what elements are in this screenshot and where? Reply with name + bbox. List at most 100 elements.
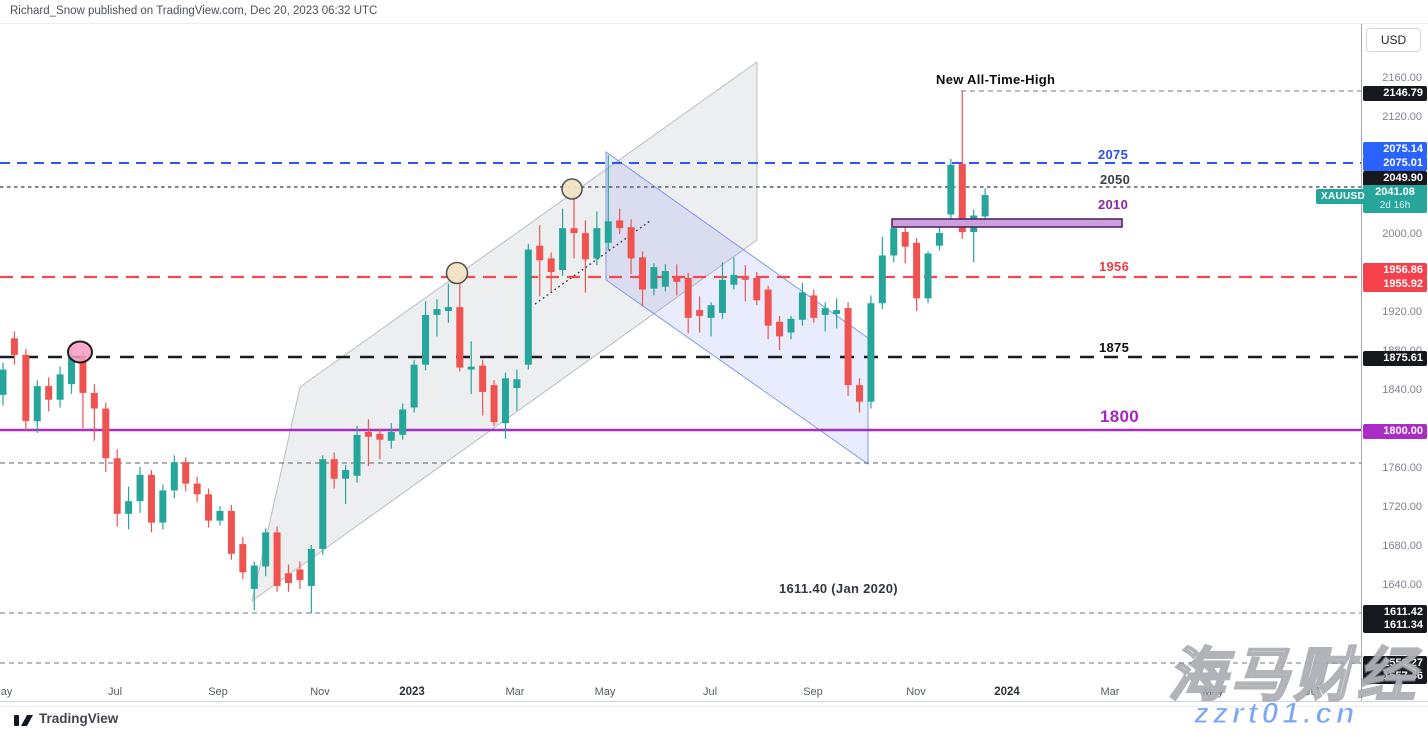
candle-body bbox=[581, 233, 589, 260]
time-label-Nov[interactable]: Nov bbox=[906, 686, 926, 698]
candle-body bbox=[307, 548, 315, 586]
candle-body bbox=[844, 308, 852, 386]
candle-body bbox=[718, 279, 726, 313]
candle-body bbox=[399, 409, 407, 435]
price-axis[interactable]: 2160.002120.002000.001920.001880.001840.… bbox=[1361, 24, 1428, 702]
axis-tick-2000.00: 2000.00 bbox=[1382, 228, 1422, 240]
annotation-new-all-time-high: New All-Time-High bbox=[936, 72, 1056, 87]
candle-body bbox=[501, 378, 509, 424]
candle-body bbox=[890, 228, 898, 256]
tradingview-footer-link[interactable]: TradingView bbox=[14, 711, 118, 726]
candle-body bbox=[273, 532, 281, 586]
candle-body bbox=[262, 532, 270, 567]
candle-body bbox=[147, 474, 155, 523]
candle-body bbox=[490, 385, 498, 423]
time-label-Jul[interactable]: Jul bbox=[107, 686, 123, 698]
candle-body bbox=[216, 510, 224, 521]
currency-button[interactable]: USD bbox=[1366, 28, 1421, 52]
tradingview-footer-label: TradingView bbox=[39, 711, 119, 726]
time-label-Jul[interactable]: Jul bbox=[702, 686, 718, 698]
candle-body bbox=[342, 469, 350, 479]
axis-badge-1611.42: 1611.42 bbox=[1363, 604, 1427, 620]
candle-body bbox=[559, 228, 567, 271]
current-price-value: 2041.08 bbox=[1375, 186, 1415, 198]
candle-body bbox=[0, 369, 7, 395]
time-label-2023[interactable]: 2023 bbox=[399, 686, 425, 698]
support-zone-2010[interactable] bbox=[891, 218, 1123, 228]
candle-body bbox=[593, 228, 601, 259]
axis-badge-1611.34: 1611.34 bbox=[1363, 617, 1427, 633]
axis-tick-2160.00: 2160.00 bbox=[1382, 72, 1422, 84]
candle-body bbox=[56, 374, 64, 400]
annotation-1800: 1800 bbox=[1100, 407, 1140, 426]
candle-body bbox=[250, 565, 258, 589]
time-label-Jul[interactable]: Jul bbox=[1304, 686, 1320, 698]
axis-badge-2146.79: 2146.79 bbox=[1363, 85, 1427, 101]
time-label-Nov[interactable]: Nov bbox=[310, 686, 330, 698]
candle-body bbox=[753, 277, 761, 301]
candle-body bbox=[547, 258, 555, 273]
candle-body bbox=[467, 366, 475, 370]
candle-body bbox=[673, 276, 681, 282]
candle-body bbox=[10, 338, 18, 355]
circle-marker-2[interactable] bbox=[445, 261, 469, 285]
axis-badge-1875.61: 1875.61 bbox=[1363, 350, 1427, 366]
axis-badge-1559.27: 1559.27 bbox=[1363, 655, 1427, 671]
candle-body bbox=[867, 303, 875, 402]
circle-marker-3[interactable] bbox=[561, 178, 583, 200]
axis-badge-2075.14: 2075.14 bbox=[1363, 141, 1427, 157]
candle-body bbox=[125, 501, 133, 514]
bar-countdown: 2d 16h bbox=[1379, 200, 1411, 211]
candle-body bbox=[730, 274, 738, 285]
axis-tick-2120.00: 2120.00 bbox=[1382, 111, 1422, 123]
published-note: Richard_Snow published on TradingView.co… bbox=[10, 5, 378, 17]
candle-body bbox=[479, 365, 487, 392]
candle-body bbox=[102, 408, 110, 459]
circle-marker-1[interactable] bbox=[67, 340, 93, 364]
candle-body bbox=[410, 364, 418, 408]
axis-badge-2075.01: 2075.01 bbox=[1363, 155, 1427, 171]
time-label-Sep[interactable]: Sep bbox=[208, 686, 228, 698]
candle-body bbox=[776, 321, 784, 337]
candle-body bbox=[924, 253, 932, 299]
candle-body bbox=[661, 271, 669, 287]
time-label-Sep[interactable]: Sep bbox=[803, 686, 823, 698]
axis-tick-1920.00: 1920.00 bbox=[1382, 306, 1422, 318]
candle-body bbox=[821, 308, 829, 315]
symbol-tag: XAUUSD bbox=[1316, 189, 1371, 204]
candle-body bbox=[833, 310, 841, 314]
price-chart-canvas[interactable] bbox=[0, 0, 1361, 702]
candle-body bbox=[604, 221, 612, 243]
annotation-2010: 2010 bbox=[1098, 197, 1129, 212]
current-price-badge: 2041.08 2d 16h bbox=[1363, 185, 1427, 213]
tradingview-logo-icon bbox=[14, 714, 33, 726]
candle-body bbox=[650, 267, 658, 289]
time-label-2024[interactable]: 2024 bbox=[994, 686, 1020, 698]
axis-badge-1956.86: 1956.86 bbox=[1363, 262, 1427, 278]
candle-body bbox=[68, 356, 76, 385]
axis-badge-1800.00: 1800.00 bbox=[1363, 423, 1427, 439]
candle-body bbox=[296, 569, 304, 581]
time-label-May[interactable]: May bbox=[0, 686, 13, 698]
candle-body bbox=[319, 459, 327, 549]
time-label-May[interactable]: May bbox=[594, 686, 616, 698]
candle-body bbox=[524, 249, 532, 365]
candle-body bbox=[376, 433, 384, 440]
time-axis-divider bbox=[0, 701, 1428, 702]
time-label-Mar[interactable]: Mar bbox=[505, 686, 525, 698]
candle-body bbox=[787, 318, 795, 333]
candle-body bbox=[433, 309, 441, 315]
candle-body bbox=[764, 289, 772, 326]
candle-body bbox=[170, 462, 178, 491]
time-label-May[interactable]: May bbox=[1202, 686, 1224, 698]
candle-body bbox=[33, 386, 41, 422]
axis-tick-1680.00: 1680.00 bbox=[1382, 540, 1422, 552]
candle-body bbox=[901, 232, 909, 247]
annotation-2075: 2075 bbox=[1098, 147, 1129, 162]
time-label-Mar[interactable]: Mar bbox=[1100, 686, 1120, 698]
annotation-1956: 1956 bbox=[1099, 259, 1130, 274]
candle-body bbox=[627, 227, 635, 259]
candle-body bbox=[981, 195, 989, 217]
candle-body bbox=[935, 233, 943, 246]
ascending-channel[interactable] bbox=[251, 61, 758, 603]
